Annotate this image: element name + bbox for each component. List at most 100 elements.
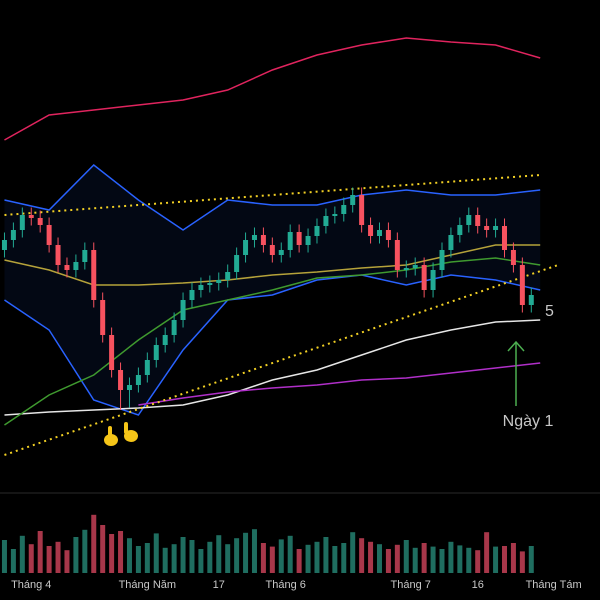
volume-bar [251,529,257,573]
volume-bar [412,547,418,573]
volume-bar [323,537,329,573]
volume-bar [100,525,106,573]
x-tick-label: Tháng Tám [526,579,582,591]
annotation: 5 [545,303,554,320]
candle-body [234,255,240,272]
volume-bar [46,546,52,573]
volume-bar [91,514,97,573]
candle-body [430,270,436,290]
volume-bar [82,529,88,573]
volume-bar [394,544,400,573]
volume-bar [216,535,222,573]
indicator-line [4,257,541,426]
candle-body [287,232,293,250]
arrow-head [507,340,525,352]
indicator-line [4,274,541,416]
volume-bar [359,538,365,573]
hand-icons [104,422,138,446]
candle-body [269,245,275,255]
candle-body [225,272,231,280]
candle-body [109,335,115,370]
candle-body [368,225,374,236]
volume-bar [528,546,534,573]
candle-body [493,226,499,230]
volume-bar [144,543,150,573]
candle-body [305,236,311,245]
candle-body [475,215,481,226]
candle-body [332,214,338,216]
candle-body [135,375,141,385]
volume-bar [269,546,275,573]
volume-bar [109,534,115,573]
candle-body [19,215,25,230]
candle-body [10,230,16,240]
candle-body [350,195,356,205]
candle-body [1,240,7,250]
volume-bar [501,546,507,573]
candle-body [64,265,70,270]
candle-body [207,283,213,285]
volume-bar [64,550,70,573]
x-tick-label: Tháng 4 [11,579,51,591]
volume-bar [234,538,240,573]
volume-bar [305,544,311,573]
volume-bar [457,545,463,573]
candle-body [162,335,168,345]
candle-body [171,320,177,335]
volume-bar [314,541,320,573]
candle-body [439,250,445,270]
volume-bar [368,541,374,573]
volume-bar [341,543,347,573]
candle-body [198,285,204,290]
candle-body [251,235,257,240]
candle-body [323,216,329,226]
volume-bar [126,538,132,573]
volume-bar [135,546,141,573]
volume-bar [287,535,293,573]
volume-bar [118,531,124,573]
volume-bar [73,537,79,573]
volume-bar [403,540,409,573]
indicator-line [138,362,541,406]
candle-body [484,226,490,230]
volume-bar [1,540,7,573]
volume-bar [198,549,204,573]
volume-bar [493,546,499,573]
candle-body [501,226,507,250]
x-tick-label: Tháng 7 [391,579,431,591]
candle-body [385,230,391,240]
volume-bar [37,531,43,573]
candle-body [46,225,52,245]
candle-body [260,235,266,245]
volume-bar [430,546,436,573]
volume-bar [385,549,391,573]
candle-body [519,265,525,305]
candle-body [448,235,454,250]
volume-bar [510,543,516,573]
candle-body [457,225,463,235]
volume-bar [207,541,213,573]
candle-body [37,218,43,225]
candle-body [180,300,186,320]
volume-bar [439,549,445,573]
candle-body [466,215,472,225]
volume-bar [189,540,195,573]
indicator-line [4,163,541,231]
candle-body [126,385,132,390]
volume-bar [519,551,525,573]
candle-body [82,250,88,262]
volume-bar [10,549,16,573]
candle-body [73,262,79,270]
candle-body [91,250,97,300]
volume-bar [225,544,231,573]
volume-bar [376,544,382,573]
candle-body [278,250,284,255]
candle-body [100,300,106,335]
candle-body [118,370,124,390]
volume-bar [448,541,454,573]
candle-body [153,345,159,360]
candle-body [28,215,34,218]
volume-bar [296,549,302,573]
volume-bar [153,533,159,573]
